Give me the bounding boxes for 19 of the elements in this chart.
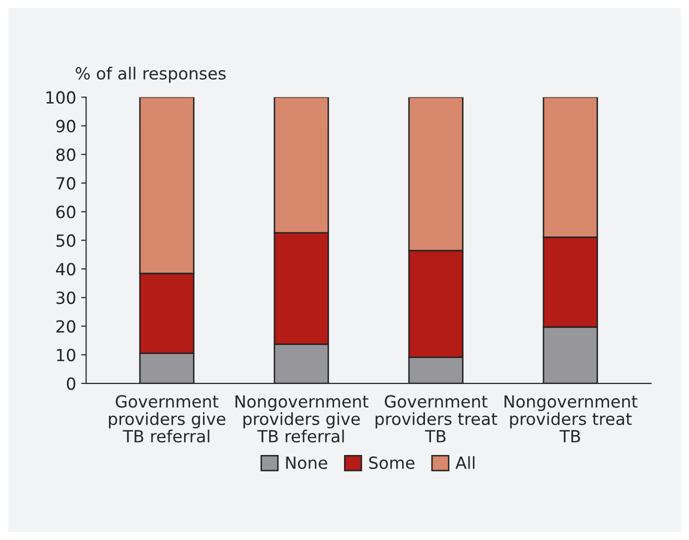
legend-label: None xyxy=(286,456,328,470)
y-tick-label: 100 xyxy=(46,91,76,104)
legend-label: All xyxy=(455,456,474,469)
y-tick-label: 70 xyxy=(56,177,76,190)
y-tick-label: 90 xyxy=(56,120,76,132)
y-tick-label: 40 xyxy=(56,262,76,276)
y-tick-label: 30 xyxy=(56,292,76,304)
x-tick-label: Nongovernment providers treat TB xyxy=(504,395,638,442)
x-tick-label: Government providers treat TB xyxy=(376,395,498,442)
y-tick-label: 80 xyxy=(56,148,76,162)
y-tick-label: 60 xyxy=(56,206,76,218)
y-tick-label: 50 xyxy=(56,234,76,247)
x-tick-label: Nongovernment providers give TB referral xyxy=(236,395,368,443)
x-tick-label: Government providers give TB referral xyxy=(108,395,226,443)
y-axis-title: % of all responses xyxy=(76,66,226,83)
y-tick-label: 10 xyxy=(57,348,76,362)
y-tick-label: 0 xyxy=(66,377,76,390)
y-tick-label: 20 xyxy=(56,320,76,333)
legend-label: Some xyxy=(369,456,414,470)
